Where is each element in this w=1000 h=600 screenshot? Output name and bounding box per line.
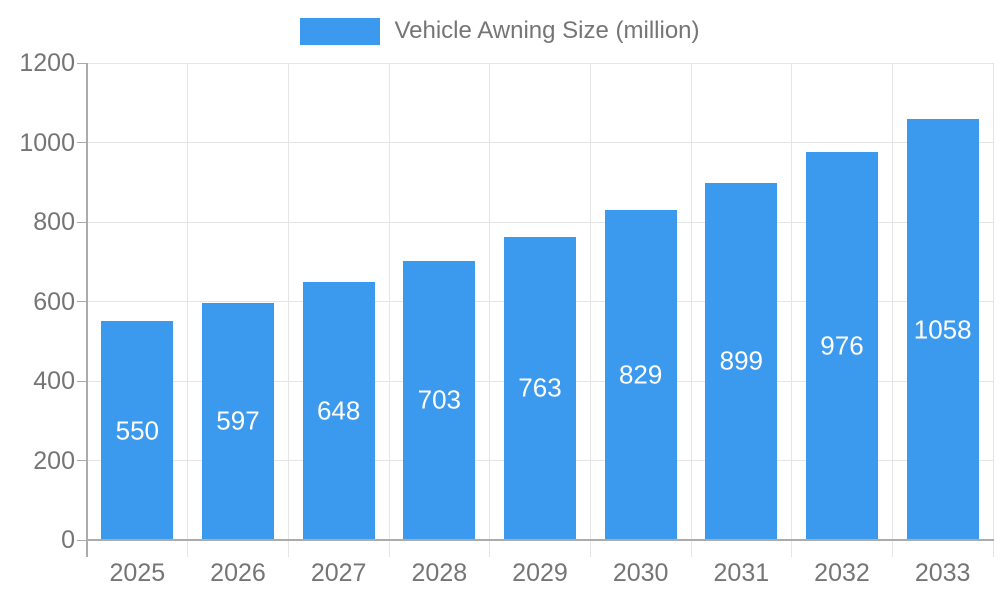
x-gridline — [489, 63, 491, 557]
bar-2025 — [101, 321, 174, 540]
bar-2027 — [302, 282, 375, 540]
bar-value-label: 763 — [518, 372, 562, 403]
x-axis-line — [86, 539, 994, 541]
x-gridline — [791, 63, 793, 557]
bar-value-label: 1058 — [913, 314, 972, 345]
y-axis-tick-label: 200 — [33, 446, 75, 475]
y-gridline — [87, 221, 993, 223]
bar-value-label: 829 — [618, 359, 663, 390]
x-axis-tick-label: 2025 — [109, 559, 166, 587]
x-gridline — [891, 63, 893, 557]
y-axis-line — [86, 63, 88, 557]
chart-legend[interactable]: Vehicle Awning Size (million) — [0, 17, 1000, 45]
bar-2028 — [403, 260, 476, 540]
x-axis-tick-label: 2030 — [612, 559, 669, 587]
bar-value-label: 703 — [417, 384, 462, 415]
x-axis-tick-label: 2031 — [713, 559, 770, 587]
x-gridline — [187, 63, 189, 557]
legend-label: Vehicle Awning Size (million) — [394, 17, 700, 44]
y-axis-tick-label: 600 — [33, 287, 75, 316]
y-axis-tick — [77, 62, 87, 64]
plot-area: 0 200 400 600 800 1000 1200 550 2025 597 2026 648 20… — [19, 49, 994, 587]
y-axis-tick — [77, 221, 87, 223]
bar-2033 — [906, 119, 979, 540]
y-axis-tick — [77, 380, 87, 382]
x-axis-tick-label: 2029 — [512, 559, 568, 587]
y-axis-tick-label: 400 — [33, 367, 75, 395]
x-gridline — [992, 63, 994, 557]
bar-2029 — [504, 236, 576, 540]
y-axis-tick-label: 1000 — [19, 128, 75, 157]
y-axis-tick — [77, 539, 87, 541]
x-gridline — [690, 63, 692, 557]
y-axis-tick-label: 800 — [33, 208, 75, 236]
x-gridline — [589, 63, 591, 557]
bar-2030 — [604, 210, 677, 540]
x-axis-tick-label: 2027 — [310, 559, 367, 587]
y-gridline — [87, 142, 993, 143]
x-axis-tick-label: 2032 — [814, 559, 870, 587]
legend-swatch-icon — [300, 17, 381, 45]
x-gridline — [388, 63, 390, 557]
y-axis-tick-label: 0 — [61, 526, 75, 554]
y-axis-tick — [77, 142, 87, 143]
x-axis-tick-label: 2026 — [210, 559, 266, 587]
bar-2031 — [705, 182, 778, 540]
y-axis-tick — [77, 301, 87, 302]
bar-value-label: 550 — [115, 415, 160, 446]
bar-value-label: 648 — [316, 395, 361, 426]
x-axis-tick-label: 2033 — [914, 559, 971, 587]
x-axis-tick-label: 2028 — [411, 559, 468, 587]
bar-2032 — [806, 152, 878, 540]
y-axis-tick — [77, 460, 87, 461]
y-gridline — [87, 62, 993, 64]
bar-value-label: 899 — [719, 345, 764, 376]
bar-value-label: 597 — [216, 405, 260, 436]
y-axis-tick-label: 1200 — [19, 49, 75, 77]
bar-value-label: 976 — [820, 330, 864, 361]
bar-2026 — [202, 302, 274, 540]
x-gridline — [287, 63, 289, 557]
